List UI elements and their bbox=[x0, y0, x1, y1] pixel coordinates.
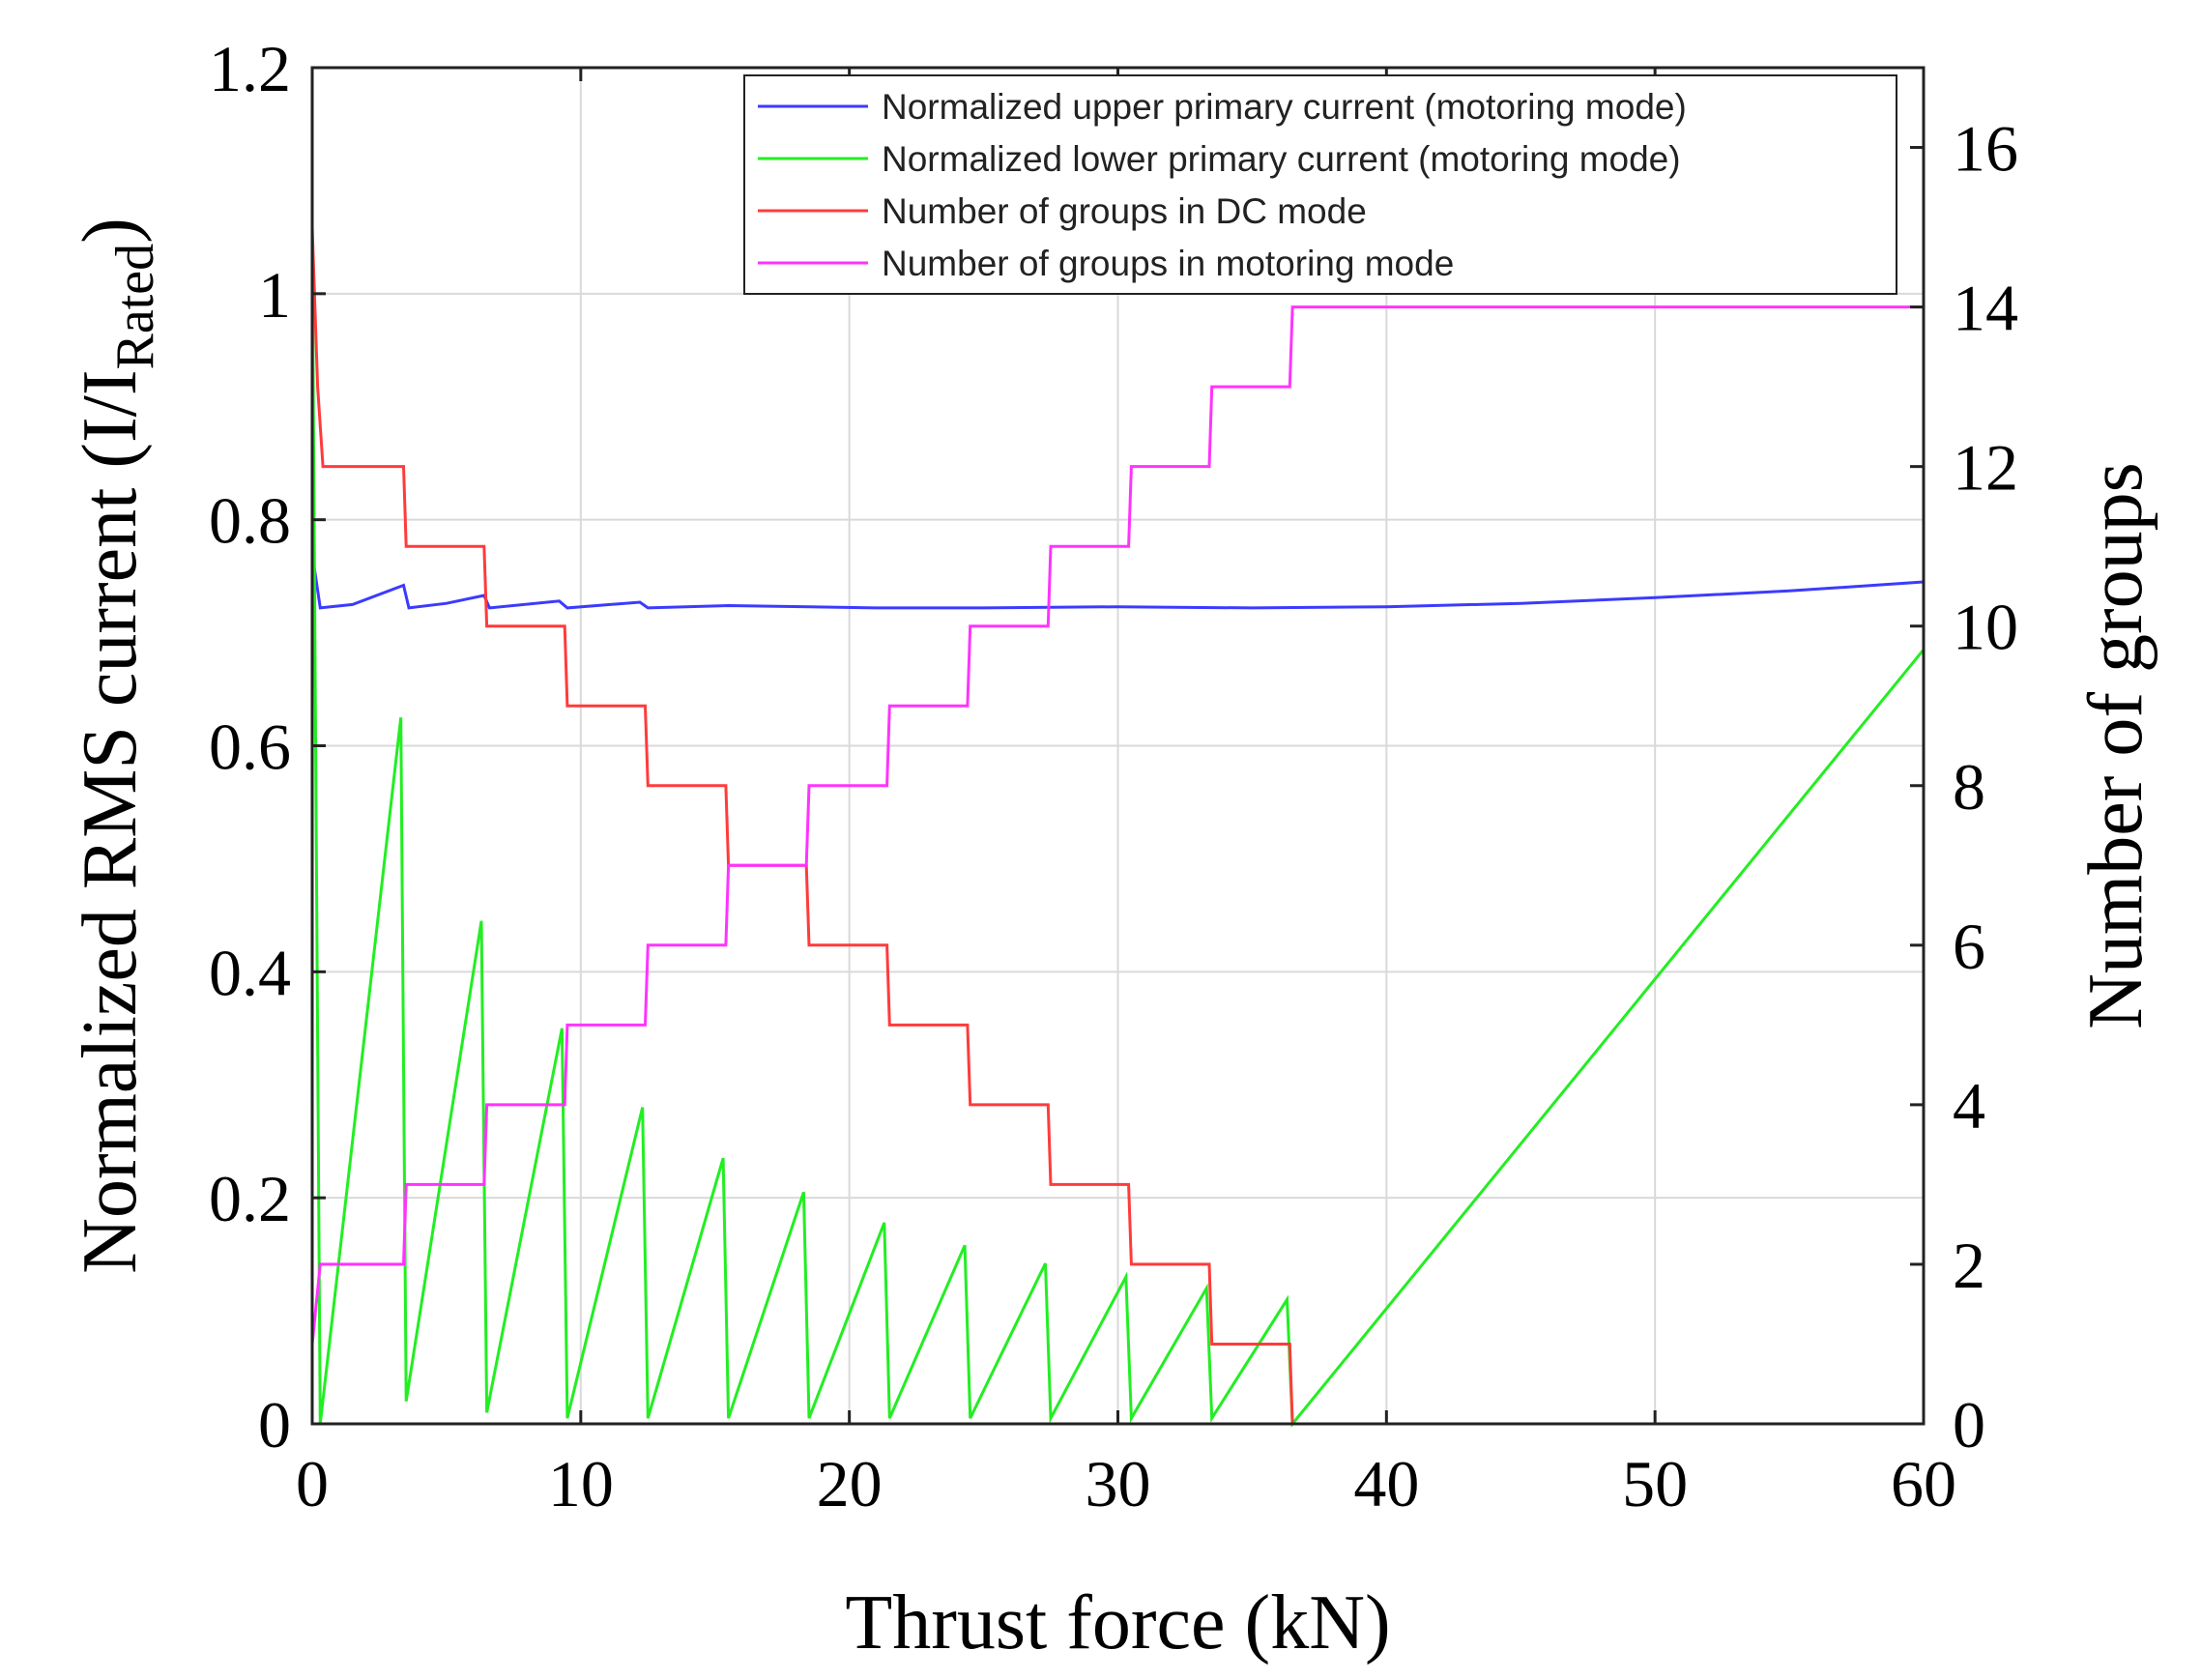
y-right-tick-label: 16 bbox=[1953, 112, 2018, 186]
y-left-tick-label: 1.2 bbox=[209, 32, 291, 105]
legend-label-2: Normalized lower primary current (motori… bbox=[882, 139, 1681, 179]
plot-area bbox=[310, 227, 1926, 1429]
y-left-tick-label: 0 bbox=[258, 1388, 291, 1462]
x-tick-label: 60 bbox=[1891, 1447, 1956, 1521]
legend-label-3: Number of groups in DC mode bbox=[882, 191, 1367, 231]
y-axis-left-title-subscript: Rated bbox=[105, 244, 165, 370]
series-line-2 bbox=[310, 237, 1926, 1429]
y-right-tick-label: 0 bbox=[1953, 1388, 1985, 1462]
legend-label-1: Normalized upper primary current (motori… bbox=[882, 87, 1687, 127]
y-axis-left-title-main: Normalized RMS current (I/I bbox=[68, 369, 153, 1273]
x-tick-label: 20 bbox=[817, 1447, 883, 1521]
y-left-tick-label: 1 bbox=[258, 258, 291, 332]
series-line-1 bbox=[310, 553, 1925, 610]
y-right-tick-label: 14 bbox=[1953, 272, 2018, 345]
y-left-tick-label: 0.6 bbox=[209, 710, 291, 784]
y-right-tick-label: 10 bbox=[1953, 591, 2018, 664]
y-axis-right-title: Number of groups bbox=[2073, 462, 2158, 1029]
series-line-3 bbox=[310, 227, 1924, 1426]
y-right-tick-label: 12 bbox=[1953, 431, 2018, 505]
series-line-4 bbox=[310, 305, 1924, 1345]
axis-ticks: 0 10 20 30 40 50 6000.20.40.60.811.20246810121… bbox=[209, 32, 2018, 1521]
y-right-tick-label: 6 bbox=[1953, 910, 1985, 983]
legend: Normalized upper primary current (motori… bbox=[743, 74, 1897, 295]
y-left-tick-label: 0.2 bbox=[209, 1162, 291, 1235]
x-axis-title: Thrust force (kN) bbox=[845, 1580, 1390, 1666]
x-tick-label: 0 bbox=[296, 1447, 329, 1521]
legend-box bbox=[743, 74, 1897, 295]
legend-label-4: Number of groups in motoring mode bbox=[882, 244, 1454, 283]
x-tick-label: 30 bbox=[1086, 1447, 1151, 1521]
y-left-tick-label: 0.8 bbox=[209, 484, 291, 558]
x-tick-label: 10 bbox=[548, 1447, 614, 1521]
y-left-tick-label: 0.4 bbox=[209, 936, 291, 1009]
y-right-tick-label: 2 bbox=[1953, 1229, 1985, 1302]
y-axis-left-title-suffix: ) bbox=[68, 217, 153, 244]
y-axis-left-title: Normalized RMS current (I/IRated) bbox=[68, 217, 165, 1274]
x-tick-label: 50 bbox=[1622, 1447, 1688, 1521]
x-tick-label: 40 bbox=[1353, 1447, 1419, 1521]
y-right-tick-label: 8 bbox=[1953, 750, 1985, 824]
y-right-tick-label: 4 bbox=[1953, 1069, 1985, 1143]
